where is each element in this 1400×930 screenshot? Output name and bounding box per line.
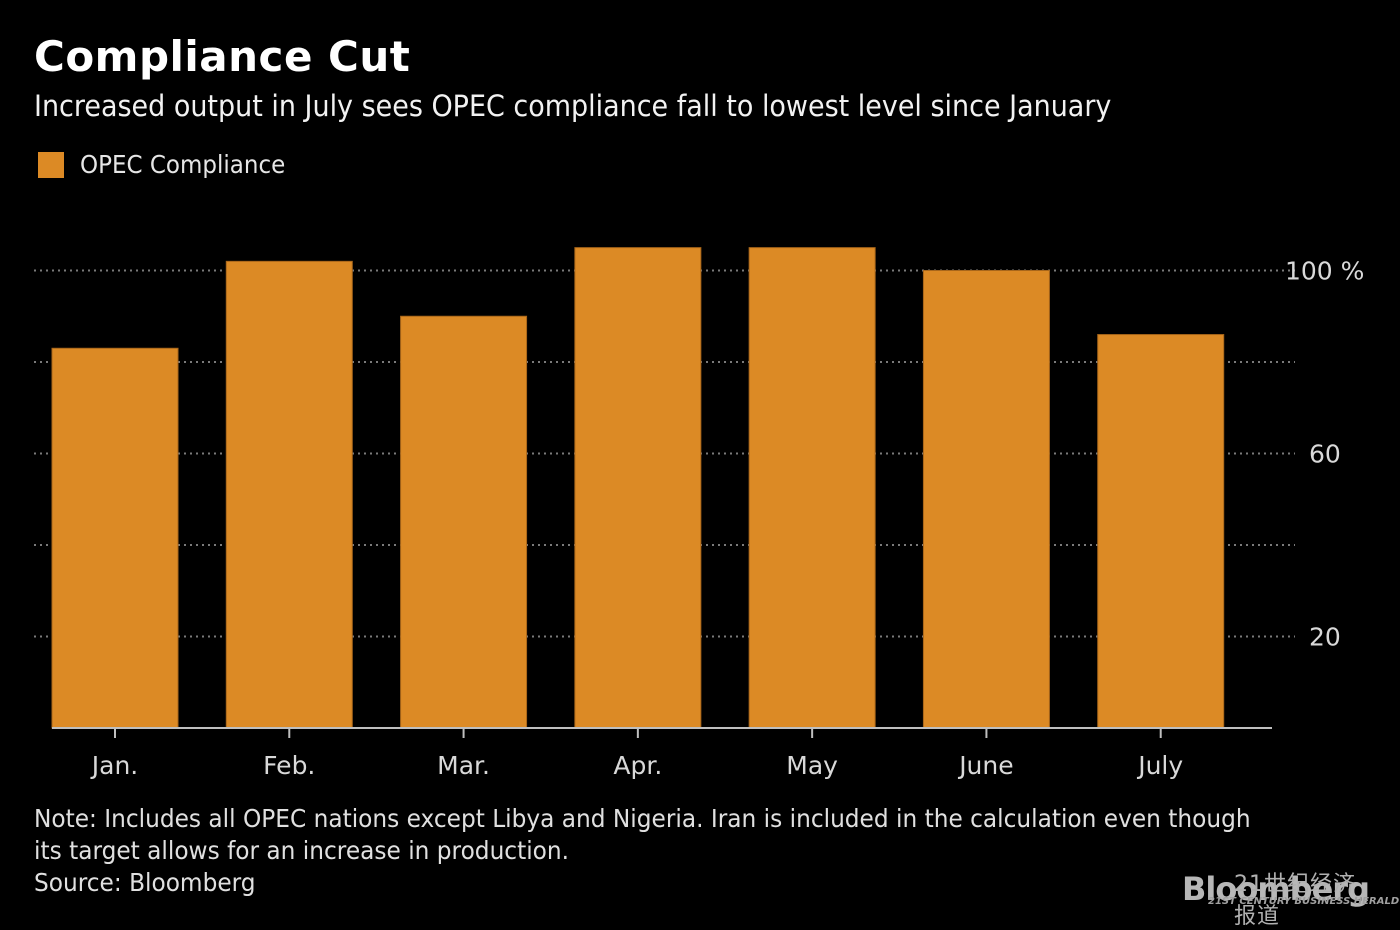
note-line-2: its target allows for an increase in pro… bbox=[34, 836, 570, 865]
x-tick-label: May bbox=[786, 751, 838, 780]
bar-june bbox=[922, 270, 1050, 729]
bar-may bbox=[748, 247, 876, 729]
bar-feb bbox=[225, 260, 353, 729]
bar-jan bbox=[51, 347, 179, 729]
x-axis-labels: Jan. Feb. Mar. Apr. May June July bbox=[90, 751, 1184, 780]
y-tick-label: 100 % bbox=[1285, 257, 1364, 286]
y-axis-labels: 100 % 60 20 bbox=[1285, 257, 1364, 652]
footnote: Note: Includes all OPEC nations except L… bbox=[34, 803, 1251, 899]
bar-mar bbox=[400, 315, 528, 729]
y-tick-label: 20 bbox=[1309, 623, 1341, 652]
x-tick-label: June bbox=[957, 751, 1013, 780]
x-tick-label: July bbox=[1136, 751, 1183, 780]
y-tick-label: 60 bbox=[1309, 440, 1341, 469]
x-tick-label: Feb. bbox=[263, 751, 315, 780]
watermark-bloomberg: Bloomberg bbox=[1182, 870, 1370, 908]
x-tick-label: Jan. bbox=[90, 751, 138, 780]
source-line: Source: Bloomberg bbox=[34, 868, 256, 897]
bar-july bbox=[1097, 334, 1225, 729]
bar-apr bbox=[574, 247, 702, 729]
x-tick-label: Mar. bbox=[437, 751, 490, 780]
bars bbox=[51, 247, 1225, 729]
watermark: Bloomberg 21世纪经济报道 21ST CENTURY BUSINESS… bbox=[1182, 870, 1399, 929]
legend-label: OPEC Compliance bbox=[80, 150, 286, 179]
watermark-cn-text: 21世纪经济报道 bbox=[1234, 872, 1356, 929]
legend: OPEC Compliance bbox=[38, 150, 303, 179]
x-tick-label: Apr. bbox=[613, 751, 662, 780]
chart-title: Compliance Cut bbox=[34, 32, 411, 81]
watermark-en-text: 21ST CENTURY BUSINESS HERALD bbox=[1208, 896, 1400, 907]
note-line-1: Note: Includes all OPEC nations except L… bbox=[34, 804, 1251, 833]
x-axis bbox=[52, 727, 1272, 738]
chart-subtitle: Increased output in July sees OPEC compl… bbox=[34, 89, 1112, 123]
legend-swatch bbox=[38, 151, 64, 178]
